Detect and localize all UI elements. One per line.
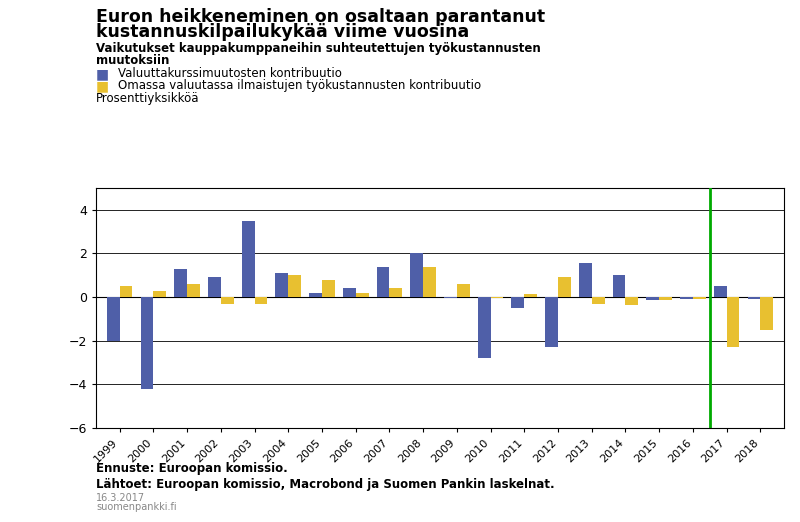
Bar <box>377 267 390 297</box>
Text: Vaikutukset kauppakumppaneihin suhteutettujen työkustannusten: Vaikutukset kauppakumppaneihin suhteutet… <box>96 42 541 55</box>
Text: Valuuttakurssimuutosten kontribuutio: Valuuttakurssimuutosten kontribuutio <box>118 67 342 80</box>
Text: muutoksiin: muutoksiin <box>96 54 170 67</box>
Bar <box>423 267 436 297</box>
Text: ■: ■ <box>96 79 109 93</box>
Bar <box>457 284 470 297</box>
Bar <box>760 297 774 330</box>
Bar <box>141 297 154 389</box>
Bar <box>613 275 626 297</box>
Bar <box>174 269 187 297</box>
Text: ■: ■ <box>96 67 109 81</box>
Bar <box>579 263 592 297</box>
Bar <box>524 294 537 297</box>
Bar <box>626 297 638 305</box>
Bar <box>747 297 760 299</box>
Bar <box>490 297 503 298</box>
Bar <box>546 297 558 347</box>
Bar <box>221 297 234 304</box>
Bar <box>410 253 423 297</box>
Bar <box>288 275 301 297</box>
Text: Prosenttiyksikköä: Prosenttiyksikköä <box>96 92 199 105</box>
Bar <box>646 297 659 300</box>
Bar <box>242 221 254 297</box>
Bar <box>356 293 369 297</box>
Bar <box>390 288 402 297</box>
Text: kustannuskilpailukykää viime vuosina: kustannuskilpailukykää viime vuosina <box>96 23 470 41</box>
Text: 16.3.2017: 16.3.2017 <box>96 493 145 503</box>
Text: Euron heikkeneminen on osaltaan parantanut: Euron heikkeneminen on osaltaan parantan… <box>96 8 545 26</box>
Bar <box>343 288 356 297</box>
Text: Ennuste: Euroopan komissio.: Ennuste: Euroopan komissio. <box>96 462 288 475</box>
Bar <box>478 297 490 358</box>
Text: Omassa valuutassa ilmaistujen työkustannusten kontribuutio: Omassa valuutassa ilmaistujen työkustann… <box>118 79 482 92</box>
Bar <box>558 277 571 297</box>
Bar <box>275 273 288 297</box>
Bar <box>659 297 672 300</box>
Bar <box>693 297 706 299</box>
Text: Lähtoet: Euroopan komissio, Macrobond ja Suomen Pankin laskelnat.: Lähtoet: Euroopan komissio, Macrobond ja… <box>96 478 554 491</box>
Bar <box>106 297 120 341</box>
Bar <box>309 293 322 297</box>
Bar <box>680 297 693 299</box>
Bar <box>726 297 739 347</box>
Bar <box>187 284 200 297</box>
Bar <box>444 297 457 298</box>
Bar <box>154 291 166 297</box>
Bar <box>208 277 221 297</box>
Bar <box>120 286 133 297</box>
Bar <box>714 286 726 297</box>
Bar <box>511 297 524 308</box>
Bar <box>322 280 334 297</box>
Bar <box>254 297 267 304</box>
Text: suomenpankki.fi: suomenpankki.fi <box>96 502 177 512</box>
Bar <box>592 297 605 304</box>
